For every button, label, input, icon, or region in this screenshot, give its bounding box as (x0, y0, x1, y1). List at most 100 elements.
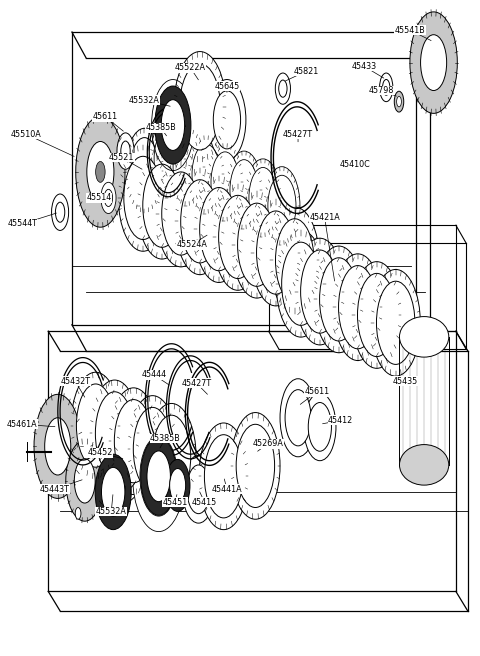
Ellipse shape (420, 35, 447, 91)
Ellipse shape (130, 138, 159, 203)
Text: 45522A: 45522A (175, 64, 206, 72)
Ellipse shape (154, 129, 182, 190)
Ellipse shape (238, 203, 276, 287)
Ellipse shape (232, 192, 281, 298)
Ellipse shape (140, 436, 178, 516)
Ellipse shape (276, 73, 290, 104)
Text: 45451: 45451 (162, 498, 187, 507)
Ellipse shape (276, 230, 325, 337)
Ellipse shape (187, 465, 210, 514)
Ellipse shape (161, 100, 185, 150)
Ellipse shape (410, 12, 457, 113)
Ellipse shape (207, 143, 243, 221)
Ellipse shape (173, 136, 201, 197)
Ellipse shape (399, 445, 449, 485)
Text: 45611: 45611 (304, 387, 330, 396)
Ellipse shape (74, 459, 95, 503)
Ellipse shape (231, 413, 280, 520)
Ellipse shape (200, 188, 238, 271)
Ellipse shape (111, 429, 140, 490)
Ellipse shape (230, 159, 258, 220)
Text: 45514: 45514 (86, 194, 111, 203)
Text: 45412: 45412 (328, 416, 353, 425)
Text: 45645: 45645 (214, 81, 240, 91)
Ellipse shape (137, 152, 187, 259)
Ellipse shape (117, 133, 134, 169)
Text: 45427T: 45427T (181, 379, 212, 388)
Ellipse shape (71, 372, 120, 479)
Text: 45544T: 45544T (7, 219, 37, 228)
Ellipse shape (314, 246, 363, 353)
Ellipse shape (264, 167, 300, 245)
Ellipse shape (358, 274, 396, 357)
Ellipse shape (208, 79, 246, 160)
Ellipse shape (268, 175, 296, 236)
Ellipse shape (90, 380, 139, 487)
Text: 45798: 45798 (369, 86, 394, 95)
Ellipse shape (192, 144, 220, 205)
Text: 45444: 45444 (142, 371, 167, 379)
Ellipse shape (147, 451, 170, 502)
Ellipse shape (174, 52, 226, 162)
Ellipse shape (199, 423, 248, 529)
Ellipse shape (226, 151, 262, 229)
Ellipse shape (383, 79, 390, 95)
Ellipse shape (75, 508, 81, 520)
Ellipse shape (249, 167, 277, 228)
Ellipse shape (121, 141, 130, 161)
Ellipse shape (295, 238, 345, 345)
Text: 45410C: 45410C (339, 159, 370, 169)
Ellipse shape (218, 195, 257, 279)
Ellipse shape (194, 176, 243, 283)
Ellipse shape (236, 424, 275, 508)
Text: 45821: 45821 (294, 66, 319, 75)
Ellipse shape (101, 467, 125, 516)
Ellipse shape (125, 129, 163, 213)
Ellipse shape (280, 379, 316, 457)
Ellipse shape (55, 202, 65, 222)
Ellipse shape (394, 91, 404, 112)
Text: 45452: 45452 (88, 449, 113, 457)
Ellipse shape (320, 258, 358, 341)
Text: 45443T: 45443T (39, 485, 69, 494)
Ellipse shape (251, 199, 300, 306)
Ellipse shape (45, 418, 71, 475)
Ellipse shape (87, 142, 114, 202)
Ellipse shape (169, 128, 205, 206)
Ellipse shape (156, 160, 205, 267)
Ellipse shape (143, 164, 181, 247)
Text: 45427T: 45427T (283, 130, 313, 138)
Ellipse shape (95, 454, 131, 529)
Ellipse shape (213, 91, 240, 149)
Ellipse shape (150, 120, 186, 198)
Ellipse shape (371, 270, 420, 376)
Ellipse shape (152, 415, 191, 499)
Ellipse shape (182, 455, 215, 523)
Ellipse shape (175, 168, 225, 275)
Ellipse shape (396, 96, 401, 107)
Ellipse shape (204, 435, 243, 518)
Text: 45421A: 45421A (309, 213, 340, 222)
Text: 45433: 45433 (352, 62, 377, 71)
Ellipse shape (162, 172, 200, 255)
Ellipse shape (133, 407, 172, 491)
Ellipse shape (188, 136, 224, 213)
Ellipse shape (106, 417, 145, 502)
Text: 45532A: 45532A (96, 507, 127, 516)
Ellipse shape (51, 194, 69, 230)
Ellipse shape (104, 190, 113, 207)
Ellipse shape (114, 400, 153, 483)
Text: 45461A: 45461A (7, 420, 37, 429)
Text: 45441A: 45441A (212, 485, 242, 494)
Ellipse shape (256, 211, 295, 294)
Ellipse shape (180, 180, 219, 263)
Ellipse shape (380, 73, 393, 102)
Ellipse shape (285, 390, 311, 446)
Ellipse shape (66, 441, 104, 521)
Ellipse shape (141, 438, 177, 516)
Ellipse shape (270, 207, 319, 314)
Ellipse shape (96, 392, 134, 475)
Ellipse shape (101, 182, 116, 213)
Text: 45385B: 45385B (145, 123, 176, 132)
Ellipse shape (180, 64, 220, 150)
